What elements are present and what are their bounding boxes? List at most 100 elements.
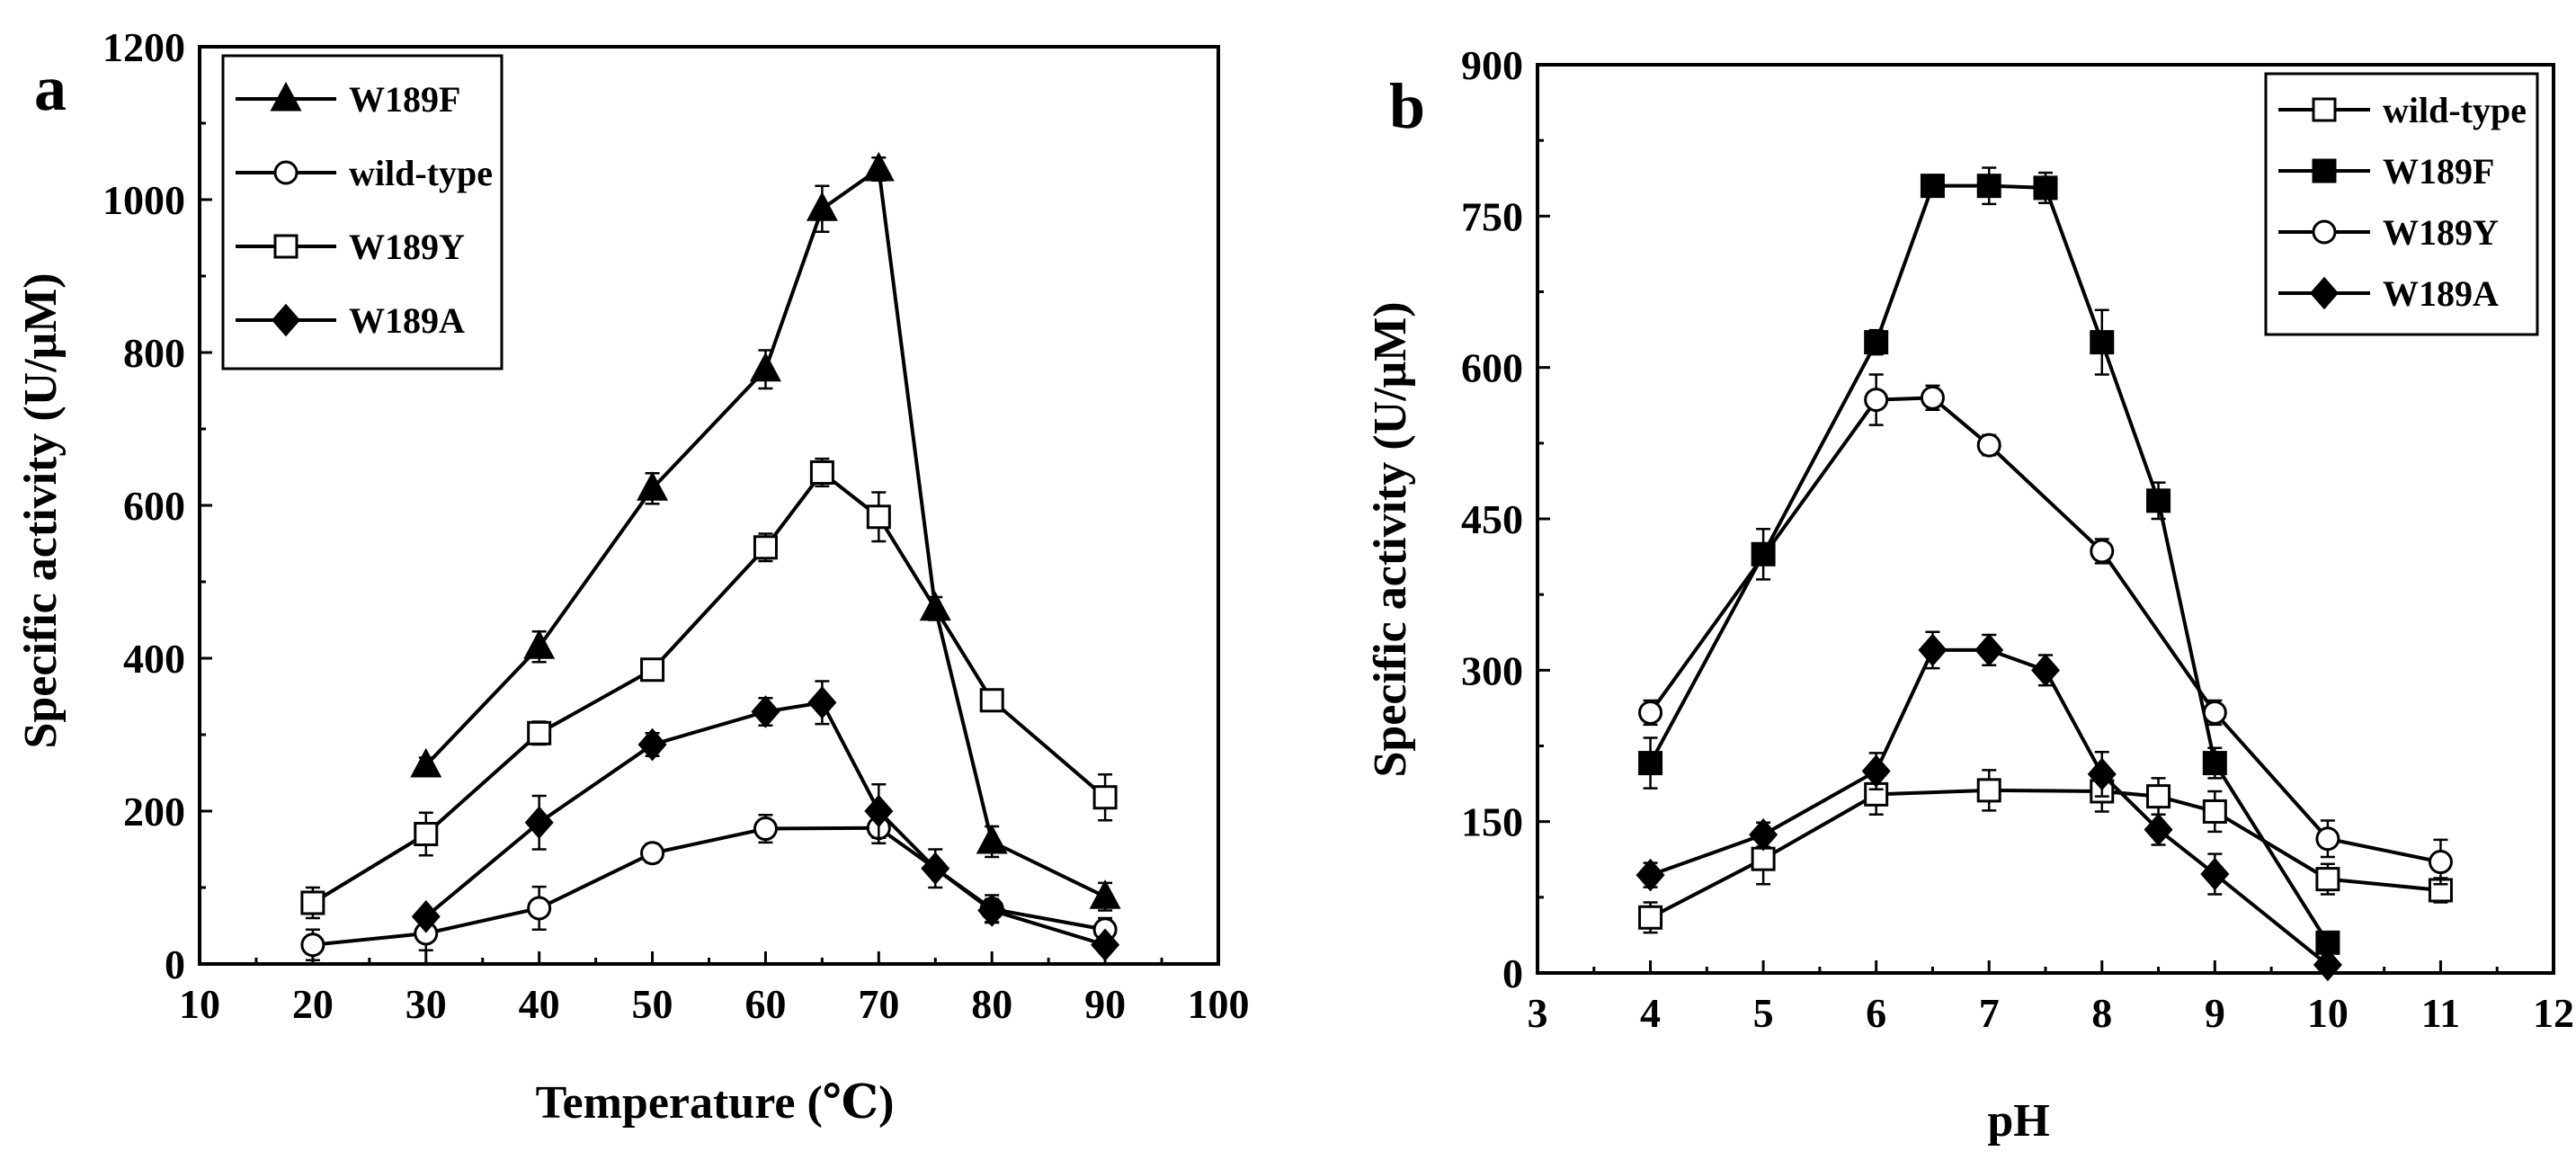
data-point-w189f-b [1976, 174, 2001, 199]
data-point-w189f-a [523, 629, 556, 659]
data-point-w189y-b [1976, 433, 2001, 458]
x-tick-label-b: 10 [2307, 990, 2349, 1036]
series-w189f-a [410, 151, 1121, 912]
y-tick-label-b: 600 [1461, 345, 1523, 391]
x-tick-label-b: 5 [1753, 990, 1774, 1036]
legend-marker-w189y-b [2312, 219, 2337, 245]
data-point-w189y-a [753, 535, 778, 560]
y-tick-label-b: 0 [1502, 950, 1523, 996]
x-tick-label-b: 8 [2091, 990, 2112, 1036]
y-tick-label-a: 200 [123, 789, 185, 834]
data-point-w189f-a [806, 192, 838, 221]
data-point-w189a-b [1861, 754, 1891, 788]
data-point-w189f-b [2090, 330, 2115, 355]
legend-marker-wild-type-a [273, 160, 299, 185]
series-w189y-a [300, 457, 1118, 920]
data-point-wild-type-a [300, 933, 325, 958]
data-point-w189f-a [1089, 879, 1121, 909]
legend-label-w189f-b: W189F [2383, 151, 2494, 192]
legend-marker-w189a-a [272, 303, 300, 337]
data-point-wild-type-b [2315, 867, 2340, 892]
data-point-w189a-b [2087, 757, 2117, 791]
y-tick-label-a: 800 [123, 330, 185, 376]
x-tick-label-a: 60 [744, 981, 786, 1027]
y-tick-label-a: 1000 [103, 177, 185, 223]
x-tick-label-a: 100 [1188, 981, 1250, 1027]
legend-box-b [2264, 72, 2539, 336]
data-point-w189y-b [2090, 539, 2115, 564]
data-point-w189a-b [1974, 633, 2004, 667]
y-tick-label-b: 150 [1461, 799, 1523, 845]
data-point-w189a-b [2031, 654, 2060, 687]
legend-box-a [221, 54, 504, 370]
data-point-w189y-a [640, 657, 665, 683]
series-line-w189f-b [1648, 183, 2330, 944]
y-tick-label-a: 400 [123, 636, 185, 682]
panel-a: a 10 20 30 40 50 60 70 80 90 10002004006008001000… [15, 24, 1250, 1129]
data-point-w189a-a [411, 900, 441, 933]
series-line-w189a-b [1649, 647, 2330, 967]
data-point-w189f-a [976, 824, 1008, 854]
x-tick-label-b: 12 [2533, 990, 2574, 1036]
y-tick-label-a: 1200 [103, 24, 185, 70]
x-tick-label-b: 11 [2421, 990, 2460, 1036]
data-point-wild-type-a [640, 841, 665, 866]
panel-b: b 3 4 5 6 7 8 9 10 11 12 0 150 300 450 600 750 900 wild-t… [1365, 42, 2574, 1147]
data-point-w189f-a [749, 352, 781, 382]
legend-marker-w189y-a [273, 234, 299, 259]
legend-marker-w189f-b [2312, 158, 2337, 183]
x-tick-label-a: 40 [519, 981, 560, 1027]
x-tick-label-b: 7 [1979, 990, 2000, 1036]
data-point-w189a-a [524, 806, 554, 840]
legend-label-w189a-b: W189A [2383, 273, 2499, 314]
series-w189f-b [1638, 166, 2340, 955]
legend-marker-w189a-b [2310, 276, 2339, 310]
y-tick-label-b: 750 [1461, 193, 1523, 239]
data-point-wild-type-a [527, 896, 552, 921]
plot-area-b: 3 4 5 6 7 8 9 10 11 12 0 150 300 450 600 750 900 wild-typ… [1461, 42, 2574, 1036]
data-point-w189y-a [527, 720, 552, 745]
data-point-w189a-a [751, 695, 780, 728]
data-point-w189f-b [2033, 175, 2058, 201]
x-tick-label-a: 30 [406, 981, 447, 1027]
data-point-w189f-b [1638, 751, 1663, 776]
data-point-w189y-b [1864, 388, 1889, 413]
data-point-wild-type-b [2146, 784, 2171, 809]
data-point-w189f-a [410, 747, 442, 778]
legend-label-w189y-a: W189Y [349, 227, 465, 267]
legend-b: wild-type W189F W189Y W189A [2264, 72, 2539, 336]
x-tick-label-b: 3 [1528, 990, 1548, 1036]
data-point-w189a-a [807, 686, 837, 719]
data-point-w189a-b [1749, 817, 1778, 852]
legend-label-w189f-a: W189F [349, 79, 460, 120]
legend-label-w189a-a: W189A [349, 300, 465, 341]
x-tick-label-b: 9 [2205, 990, 2225, 1036]
y-axis-label-a: Specific activity (U/μM) [15, 272, 67, 748]
data-point-w189f-b [2202, 751, 2227, 776]
data-point-w189y-b [2315, 826, 2340, 852]
data-point-w189a-a [864, 794, 894, 828]
data-point-w189a-a [637, 727, 667, 762]
data-point-w189y-b [1638, 700, 1663, 725]
x-tick-label-a: 10 [179, 981, 220, 1027]
x-axis-label-b: pH [1987, 1095, 2049, 1147]
data-point-w189y-b [2428, 850, 2453, 875]
x-tick-label-a: 80 [971, 981, 1012, 1027]
y-tick-label-b: 900 [1461, 42, 1523, 88]
plot-area-a: 10 20 30 40 50 60 70 80 90 1000200400600800100012… [103, 24, 1250, 1027]
data-point-w189a-b [2313, 948, 2342, 982]
data-point-w189y-a [979, 688, 1004, 713]
y-axis-label-b: Specific activity (U/μM) [1365, 301, 1416, 777]
data-point-wild-type-b [1751, 846, 1776, 871]
data-point-w189y-a [866, 504, 891, 530]
data-point-w189f-b [1920, 174, 1945, 199]
data-point-w189y-a [414, 822, 439, 846]
data-point-w189a-b [1918, 633, 1948, 667]
data-point-w189y-b [1920, 385, 1945, 410]
data-point-w189f-a [862, 151, 895, 182]
legend-marker-w189f-a [270, 81, 302, 112]
legend-marker-wild-type-b [2312, 97, 2337, 122]
data-point-w189y-a [809, 460, 834, 485]
series-w189a-a [411, 680, 1120, 962]
